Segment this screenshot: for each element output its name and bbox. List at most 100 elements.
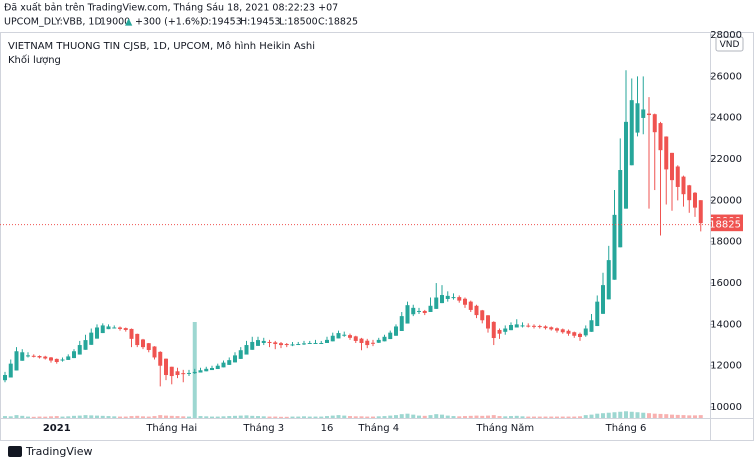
candle-body	[37, 356, 42, 358]
volume-bar	[595, 413, 600, 418]
volume-bar	[26, 416, 30, 418]
candle-body	[376, 339, 381, 343]
volume-bar	[204, 416, 209, 418]
candle-body	[595, 301, 600, 327]
y-tick-label: 12000	[710, 361, 742, 372]
candle-body	[503, 328, 508, 332]
volume-bar	[647, 413, 651, 418]
candle-body	[296, 344, 301, 346]
candle-body	[129, 328, 134, 339]
candle-body	[537, 326, 542, 328]
volume-bar	[532, 416, 536, 418]
candle-body	[290, 344, 295, 346]
volume-bar	[118, 416, 122, 418]
currency-box[interactable]	[715, 36, 744, 52]
candle-body	[210, 367, 214, 371]
candle-body	[629, 100, 634, 166]
candle-body	[635, 103, 640, 133]
candle-body	[77, 345, 82, 355]
volume-bar	[342, 415, 347, 418]
volume-bar	[250, 415, 255, 418]
volume-bar	[330, 415, 335, 418]
volume-bar	[572, 416, 577, 418]
volume-bar	[526, 416, 531, 418]
candle-body	[664, 136, 669, 170]
candle-body	[555, 328, 559, 331]
candle-body	[118, 327, 122, 329]
candle-body	[566, 330, 571, 334]
candle-body	[468, 301, 473, 310]
candle-body	[181, 373, 186, 375]
candle-body	[647, 113, 651, 116]
volume-bar	[601, 413, 605, 418]
candle-body	[152, 346, 157, 358]
volume-bar	[394, 415, 398, 418]
volume-bar	[417, 415, 421, 418]
volume-bar	[376, 416, 381, 418]
volume-bar	[3, 416, 7, 418]
volume-bar	[66, 416, 71, 418]
candle-body	[319, 342, 324, 344]
volume-bar	[290, 416, 295, 418]
candle-body	[250, 341, 255, 350]
candle-body	[693, 192, 697, 208]
volume-bar	[693, 415, 697, 418]
volume-label: Khối lượng	[8, 54, 61, 66]
volume-bar	[210, 416, 214, 418]
volume-bar	[612, 412, 617, 418]
volume-bar	[578, 416, 582, 418]
chart-title: VIETNAM THUONG TIN CJSB, 1D, UPCOM, Mô h…	[8, 40, 315, 52]
volume-bar	[399, 414, 404, 418]
volume-bar	[348, 416, 352, 418]
volume-bar	[267, 416, 272, 418]
volume-bar	[474, 415, 479, 418]
volume-bar	[313, 416, 318, 418]
candle-body	[405, 305, 410, 324]
volume-bar	[422, 415, 427, 418]
x-tick-label: 16	[321, 423, 334, 434]
x-tick-label: Tháng Hai	[145, 422, 197, 434]
volume-bar	[486, 415, 490, 418]
logo: TradingView	[8, 445, 92, 458]
candle-body	[175, 371, 180, 376]
volume-bar	[37, 416, 42, 418]
volume-bar	[624, 411, 628, 418]
candle-body	[112, 327, 117, 329]
candle-body	[353, 336, 358, 341]
candle-body	[560, 329, 565, 333]
volume-bar	[141, 416, 145, 418]
volume-bar	[95, 415, 99, 418]
volume-bar	[555, 416, 559, 418]
candle-body	[417, 310, 421, 312]
price-label-box	[711, 218, 743, 232]
volume-bar	[20, 415, 25, 418]
candle-body	[348, 335, 352, 338]
volume-bar	[606, 412, 611, 418]
candle-body	[330, 335, 335, 342]
candle-body	[612, 214, 617, 280]
volume-bar	[123, 416, 128, 418]
volume-bar	[405, 413, 410, 418]
symbol: UPCOM_DLY:VBB, 1D	[4, 17, 102, 28]
candle-body	[675, 166, 680, 187]
candle-body	[146, 343, 151, 351]
currency: VND	[720, 40, 740, 50]
candle-body	[244, 345, 249, 355]
volume-bar	[54, 416, 59, 418]
volume-bar	[365, 416, 370, 418]
candle-body	[43, 356, 48, 359]
volume-bar	[187, 416, 191, 418]
volume-bar	[175, 416, 180, 418]
candle-body	[89, 332, 94, 345]
y-tick-label: 14000	[710, 319, 742, 330]
candle-body	[365, 340, 370, 346]
candle-body	[83, 340, 88, 350]
volume-bar	[497, 416, 502, 418]
candle-body	[698, 200, 703, 224]
candle-body	[14, 351, 19, 371]
volume-bar	[164, 415, 168, 418]
candle-body	[26, 355, 30, 357]
volume-bar	[238, 415, 243, 418]
volume-bar	[641, 412, 646, 418]
